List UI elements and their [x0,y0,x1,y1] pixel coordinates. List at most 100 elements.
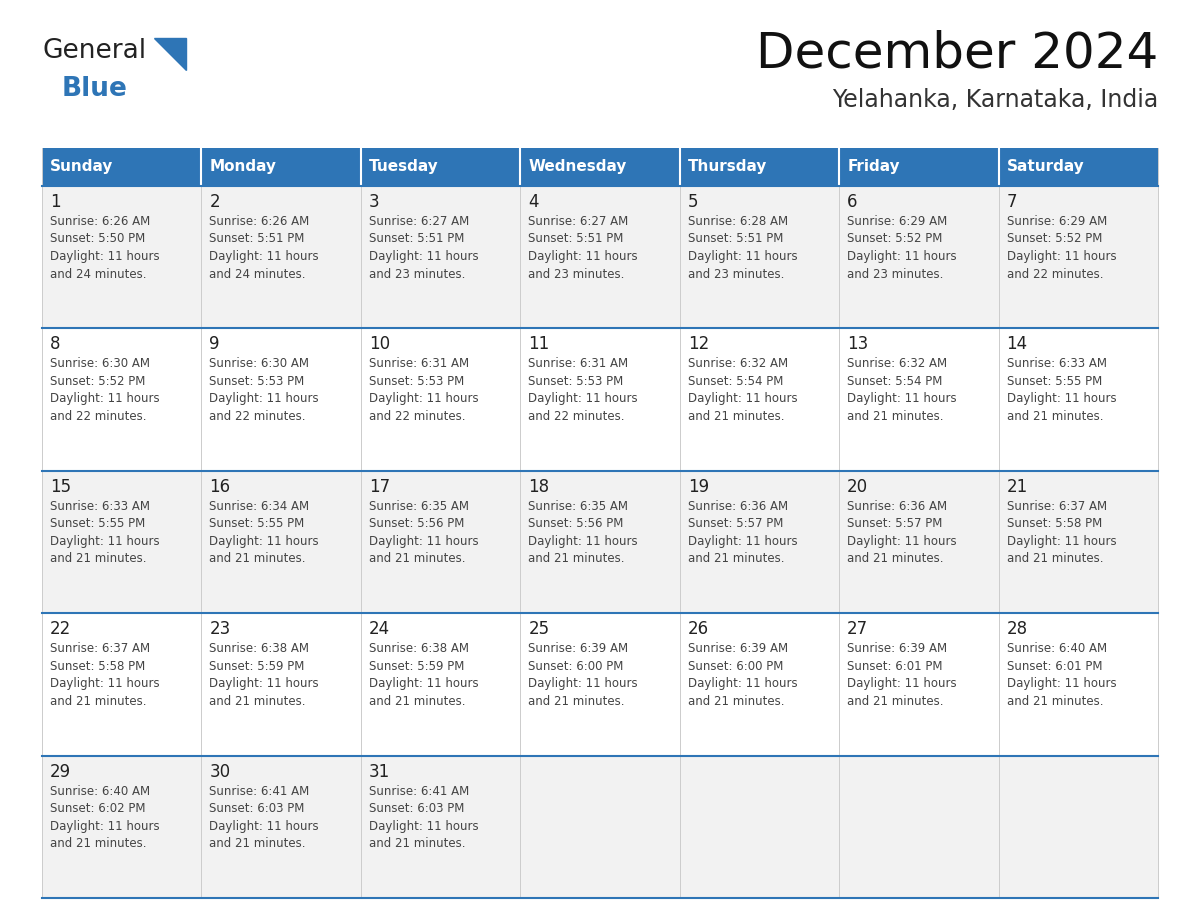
Bar [42,613,1158,756]
Text: and 21 minutes.: and 21 minutes. [847,553,943,565]
Text: and 21 minutes.: and 21 minutes. [1006,695,1104,708]
Bar [361,148,520,186]
Text: General: General [42,38,146,64]
Text: Sunrise: 6:33 AM: Sunrise: 6:33 AM [1006,357,1106,370]
Text: Sunset: 6:00 PM: Sunset: 6:00 PM [529,660,624,673]
Text: 24: 24 [368,621,390,638]
Text: and 21 minutes.: and 21 minutes. [688,695,784,708]
Text: Sunset: 5:56 PM: Sunset: 5:56 PM [368,518,465,531]
Text: Sunset: 5:51 PM: Sunset: 5:51 PM [688,232,783,245]
Polygon shape [154,38,187,70]
Text: Daylight: 11 hours: Daylight: 11 hours [209,250,320,263]
Text: and 21 minutes.: and 21 minutes. [50,695,146,708]
Text: 7: 7 [1006,193,1017,211]
Text: Sunset: 5:50 PM: Sunset: 5:50 PM [50,232,145,245]
Text: 16: 16 [209,477,230,496]
Text: Daylight: 11 hours: Daylight: 11 hours [1006,250,1117,263]
Text: Daylight: 11 hours: Daylight: 11 hours [209,820,320,833]
Bar [42,186,1158,329]
Text: Daylight: 11 hours: Daylight: 11 hours [50,677,159,690]
Text: Daylight: 11 hours: Daylight: 11 hours [50,535,159,548]
Text: Daylight: 11 hours: Daylight: 11 hours [688,535,797,548]
Text: and 23 minutes.: and 23 minutes. [847,267,943,281]
Bar [42,148,202,186]
Text: and 21 minutes.: and 21 minutes. [50,553,146,565]
Text: and 23 minutes.: and 23 minutes. [368,267,466,281]
Text: and 24 minutes.: and 24 minutes. [50,267,146,281]
Text: Sunset: 6:01 PM: Sunset: 6:01 PM [847,660,942,673]
Text: Daylight: 11 hours: Daylight: 11 hours [529,250,638,263]
Text: Sunset: 5:52 PM: Sunset: 5:52 PM [1006,232,1102,245]
Text: Sunrise: 6:26 AM: Sunrise: 6:26 AM [50,215,150,228]
Text: Daylight: 11 hours: Daylight: 11 hours [847,392,956,406]
Text: Sunrise: 6:38 AM: Sunrise: 6:38 AM [209,643,309,655]
Text: and 21 minutes.: and 21 minutes. [209,837,307,850]
Text: and 21 minutes.: and 21 minutes. [368,553,466,565]
Text: Saturday: Saturday [1006,160,1085,174]
Text: and 21 minutes.: and 21 minutes. [688,410,784,423]
Text: 10: 10 [368,335,390,353]
Text: 22: 22 [50,621,71,638]
Text: and 22 minutes.: and 22 minutes. [1006,267,1104,281]
Text: and 21 minutes.: and 21 minutes. [209,553,307,565]
Text: Sunrise: 6:35 AM: Sunrise: 6:35 AM [529,499,628,513]
Text: Wednesday: Wednesday [529,160,626,174]
Text: Sunset: 5:52 PM: Sunset: 5:52 PM [847,232,942,245]
Text: 28: 28 [1006,621,1028,638]
Text: Sunset: 5:51 PM: Sunset: 5:51 PM [368,232,465,245]
Text: Sunrise: 6:39 AM: Sunrise: 6:39 AM [688,643,788,655]
Text: Monday: Monday [209,160,277,174]
Text: Blue: Blue [62,76,128,102]
Text: Daylight: 11 hours: Daylight: 11 hours [847,535,956,548]
Text: and 21 minutes.: and 21 minutes. [847,695,943,708]
Text: Daylight: 11 hours: Daylight: 11 hours [1006,677,1117,690]
Text: Sunrise: 6:41 AM: Sunrise: 6:41 AM [368,785,469,798]
Text: Sunrise: 6:33 AM: Sunrise: 6:33 AM [50,499,150,513]
Text: and 22 minutes.: and 22 minutes. [368,410,466,423]
Text: Sunset: 5:59 PM: Sunset: 5:59 PM [209,660,305,673]
Text: 27: 27 [847,621,868,638]
Text: 4: 4 [529,193,539,211]
Text: Sunset: 6:00 PM: Sunset: 6:00 PM [688,660,783,673]
Text: Sunset: 6:03 PM: Sunset: 6:03 PM [368,802,465,815]
Text: 3: 3 [368,193,379,211]
Text: Daylight: 11 hours: Daylight: 11 hours [688,250,797,263]
Text: Sunset: 5:53 PM: Sunset: 5:53 PM [529,375,624,388]
Bar [520,148,680,186]
Text: Sunset: 5:54 PM: Sunset: 5:54 PM [688,375,783,388]
Text: Daylight: 11 hours: Daylight: 11 hours [50,820,159,833]
Text: Sunset: 5:59 PM: Sunset: 5:59 PM [368,660,465,673]
Text: Sunset: 5:51 PM: Sunset: 5:51 PM [529,232,624,245]
Text: Sunrise: 6:38 AM: Sunrise: 6:38 AM [368,643,469,655]
Text: Daylight: 11 hours: Daylight: 11 hours [1006,392,1117,406]
Text: Daylight: 11 hours: Daylight: 11 hours [50,250,159,263]
Text: Sunset: 6:03 PM: Sunset: 6:03 PM [209,802,305,815]
Text: Friday: Friday [847,160,899,174]
Text: Sunrise: 6:26 AM: Sunrise: 6:26 AM [209,215,310,228]
Bar [202,148,361,186]
Text: Daylight: 11 hours: Daylight: 11 hours [209,535,320,548]
Text: Sunrise: 6:34 AM: Sunrise: 6:34 AM [209,499,310,513]
Text: 20: 20 [847,477,868,496]
Text: and 22 minutes.: and 22 minutes. [529,410,625,423]
Text: 30: 30 [209,763,230,780]
Text: Daylight: 11 hours: Daylight: 11 hours [368,392,479,406]
Text: Sunset: 6:01 PM: Sunset: 6:01 PM [1006,660,1102,673]
Text: 26: 26 [688,621,709,638]
Text: Daylight: 11 hours: Daylight: 11 hours [688,392,797,406]
Text: Yelahanka, Karnataka, India: Yelahanka, Karnataka, India [832,88,1158,112]
Bar [42,756,1158,898]
Text: and 22 minutes.: and 22 minutes. [209,410,307,423]
Text: 11: 11 [529,335,550,353]
Text: 12: 12 [688,335,709,353]
Text: and 21 minutes.: and 21 minutes. [1006,553,1104,565]
Text: 5: 5 [688,193,699,211]
Text: 1: 1 [50,193,61,211]
Text: Sunset: 5:58 PM: Sunset: 5:58 PM [1006,518,1101,531]
Text: Sunrise: 6:32 AM: Sunrise: 6:32 AM [688,357,788,370]
Text: Daylight: 11 hours: Daylight: 11 hours [688,677,797,690]
Text: Daylight: 11 hours: Daylight: 11 hours [529,535,638,548]
Text: Sunset: 5:51 PM: Sunset: 5:51 PM [209,232,305,245]
Text: 2: 2 [209,193,220,211]
Text: 14: 14 [1006,335,1028,353]
